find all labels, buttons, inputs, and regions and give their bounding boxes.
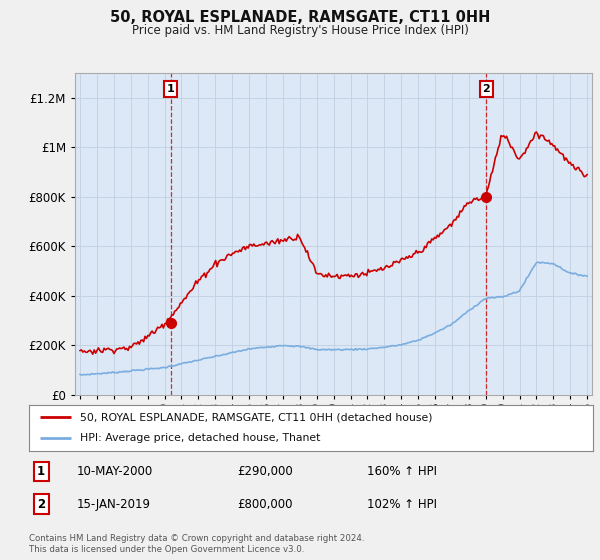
Text: 2: 2	[37, 498, 45, 511]
Text: 102% ↑ HPI: 102% ↑ HPI	[367, 498, 437, 511]
Text: Price paid vs. HM Land Registry's House Price Index (HPI): Price paid vs. HM Land Registry's House …	[131, 24, 469, 36]
Text: 1: 1	[37, 465, 45, 478]
Text: 1: 1	[167, 84, 175, 94]
Text: 160% ↑ HPI: 160% ↑ HPI	[367, 465, 437, 478]
Text: £290,000: £290,000	[238, 465, 293, 478]
Text: 50, ROYAL ESPLANADE, RAMSGATE, CT11 0HH (detached house): 50, ROYAL ESPLANADE, RAMSGATE, CT11 0HH …	[80, 412, 432, 422]
Text: 2: 2	[482, 84, 490, 94]
Text: 10-MAY-2000: 10-MAY-2000	[77, 465, 153, 478]
Text: 50, ROYAL ESPLANADE, RAMSGATE, CT11 0HH: 50, ROYAL ESPLANADE, RAMSGATE, CT11 0HH	[110, 10, 490, 25]
Text: £800,000: £800,000	[238, 498, 293, 511]
Text: HPI: Average price, detached house, Thanet: HPI: Average price, detached house, Than…	[80, 433, 320, 444]
Text: 15-JAN-2019: 15-JAN-2019	[77, 498, 151, 511]
Text: Contains HM Land Registry data © Crown copyright and database right 2024.
This d: Contains HM Land Registry data © Crown c…	[29, 534, 364, 554]
